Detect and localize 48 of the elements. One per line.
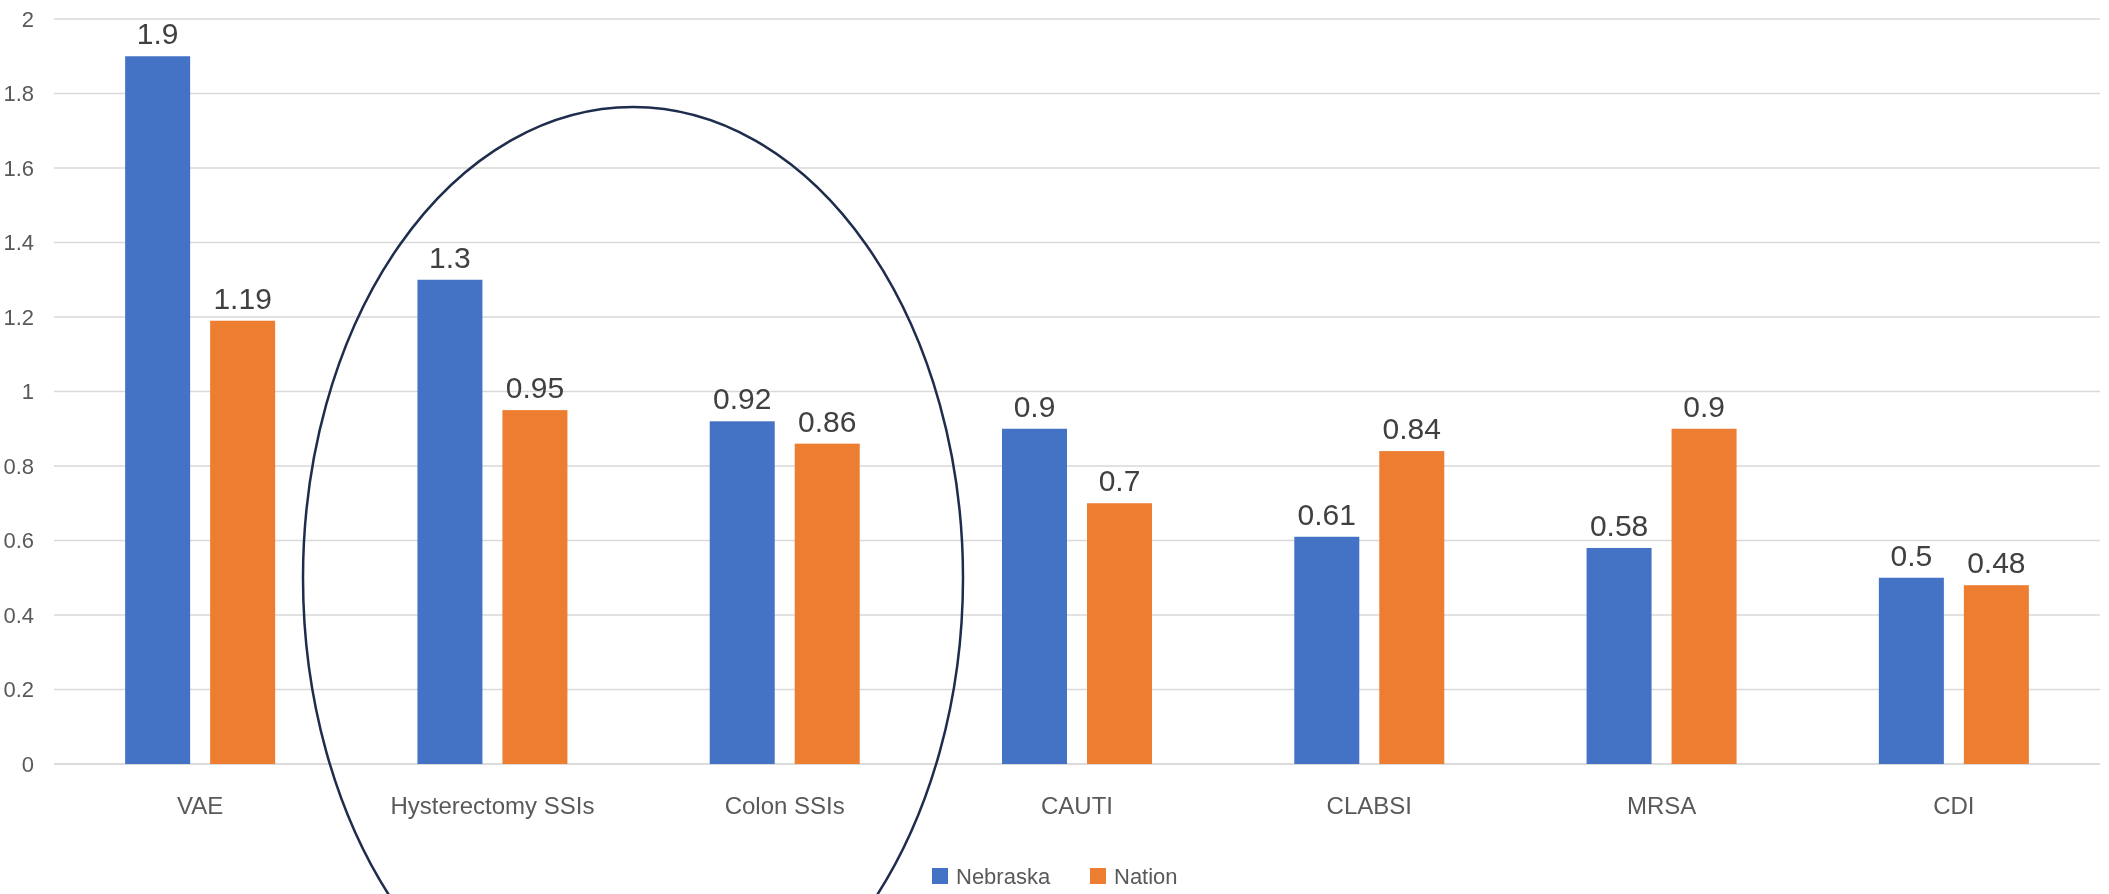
data-label: 0.58 [1589, 508, 1649, 542]
bar [1379, 451, 1445, 764]
y-tick-label: 0.6 [3, 528, 34, 554]
y-tick-label: 1.6 [3, 155, 34, 181]
bar [1878, 577, 1944, 764]
legend-label: Nebraska [956, 863, 1051, 889]
y-tick-label: 0 [21, 751, 34, 777]
y-tick-label: 1 [21, 379, 34, 405]
x-tick-label: MRSA [1626, 792, 1697, 819]
x-tick-label: VAE [177, 792, 224, 819]
bar [1002, 428, 1067, 764]
y-tick-label: 2 [21, 6, 34, 32]
data-label: 1.9 [136, 17, 179, 51]
x-tick-label: CAUTI [1041, 792, 1113, 819]
data-label: 0.84 [1382, 412, 1441, 446]
y-tick-label: 1.2 [3, 304, 34, 330]
x-tick-label: Hysterectomy SSIs [390, 792, 595, 819]
bar [210, 320, 276, 764]
data-label: 0.61 [1297, 497, 1356, 531]
data-label: 1.19 [213, 281, 272, 315]
bar [794, 443, 860, 764]
bar [709, 421, 775, 764]
y-tick-label: 0.8 [3, 453, 34, 479]
bar [1294, 536, 1360, 764]
x-tick-label: Colon SSIs [724, 792, 845, 819]
data-label: 0.9 [1013, 389, 1056, 423]
x-tick-label: CDI [1933, 792, 1975, 819]
data-label: 0.7 [1098, 464, 1141, 498]
data-label: 0.86 [798, 404, 857, 438]
bar [1671, 428, 1737, 764]
data-label: 0.9 [1683, 389, 1725, 423]
bar [1087, 503, 1152, 764]
data-label: 0.48 [1967, 546, 2026, 580]
data-label: 0.5 [1890, 538, 1933, 572]
data-label: 1.3 [429, 240, 471, 274]
y-tick-label: 1.8 [3, 81, 34, 107]
data-label: 0.95 [505, 371, 565, 405]
legend-label: Nation [1114, 863, 1178, 889]
bar [1586, 547, 1652, 764]
bar [502, 410, 568, 764]
data-label: 0.92 [713, 382, 772, 416]
y-tick-label: 0.2 [3, 677, 34, 703]
y-tick-label: 1.4 [3, 230, 34, 256]
bar [1963, 585, 2029, 764]
bar [125, 56, 191, 764]
x-tick-label: CLABSI [1326, 792, 1412, 819]
bar [417, 279, 483, 764]
y-tick-label: 0.4 [3, 602, 34, 628]
